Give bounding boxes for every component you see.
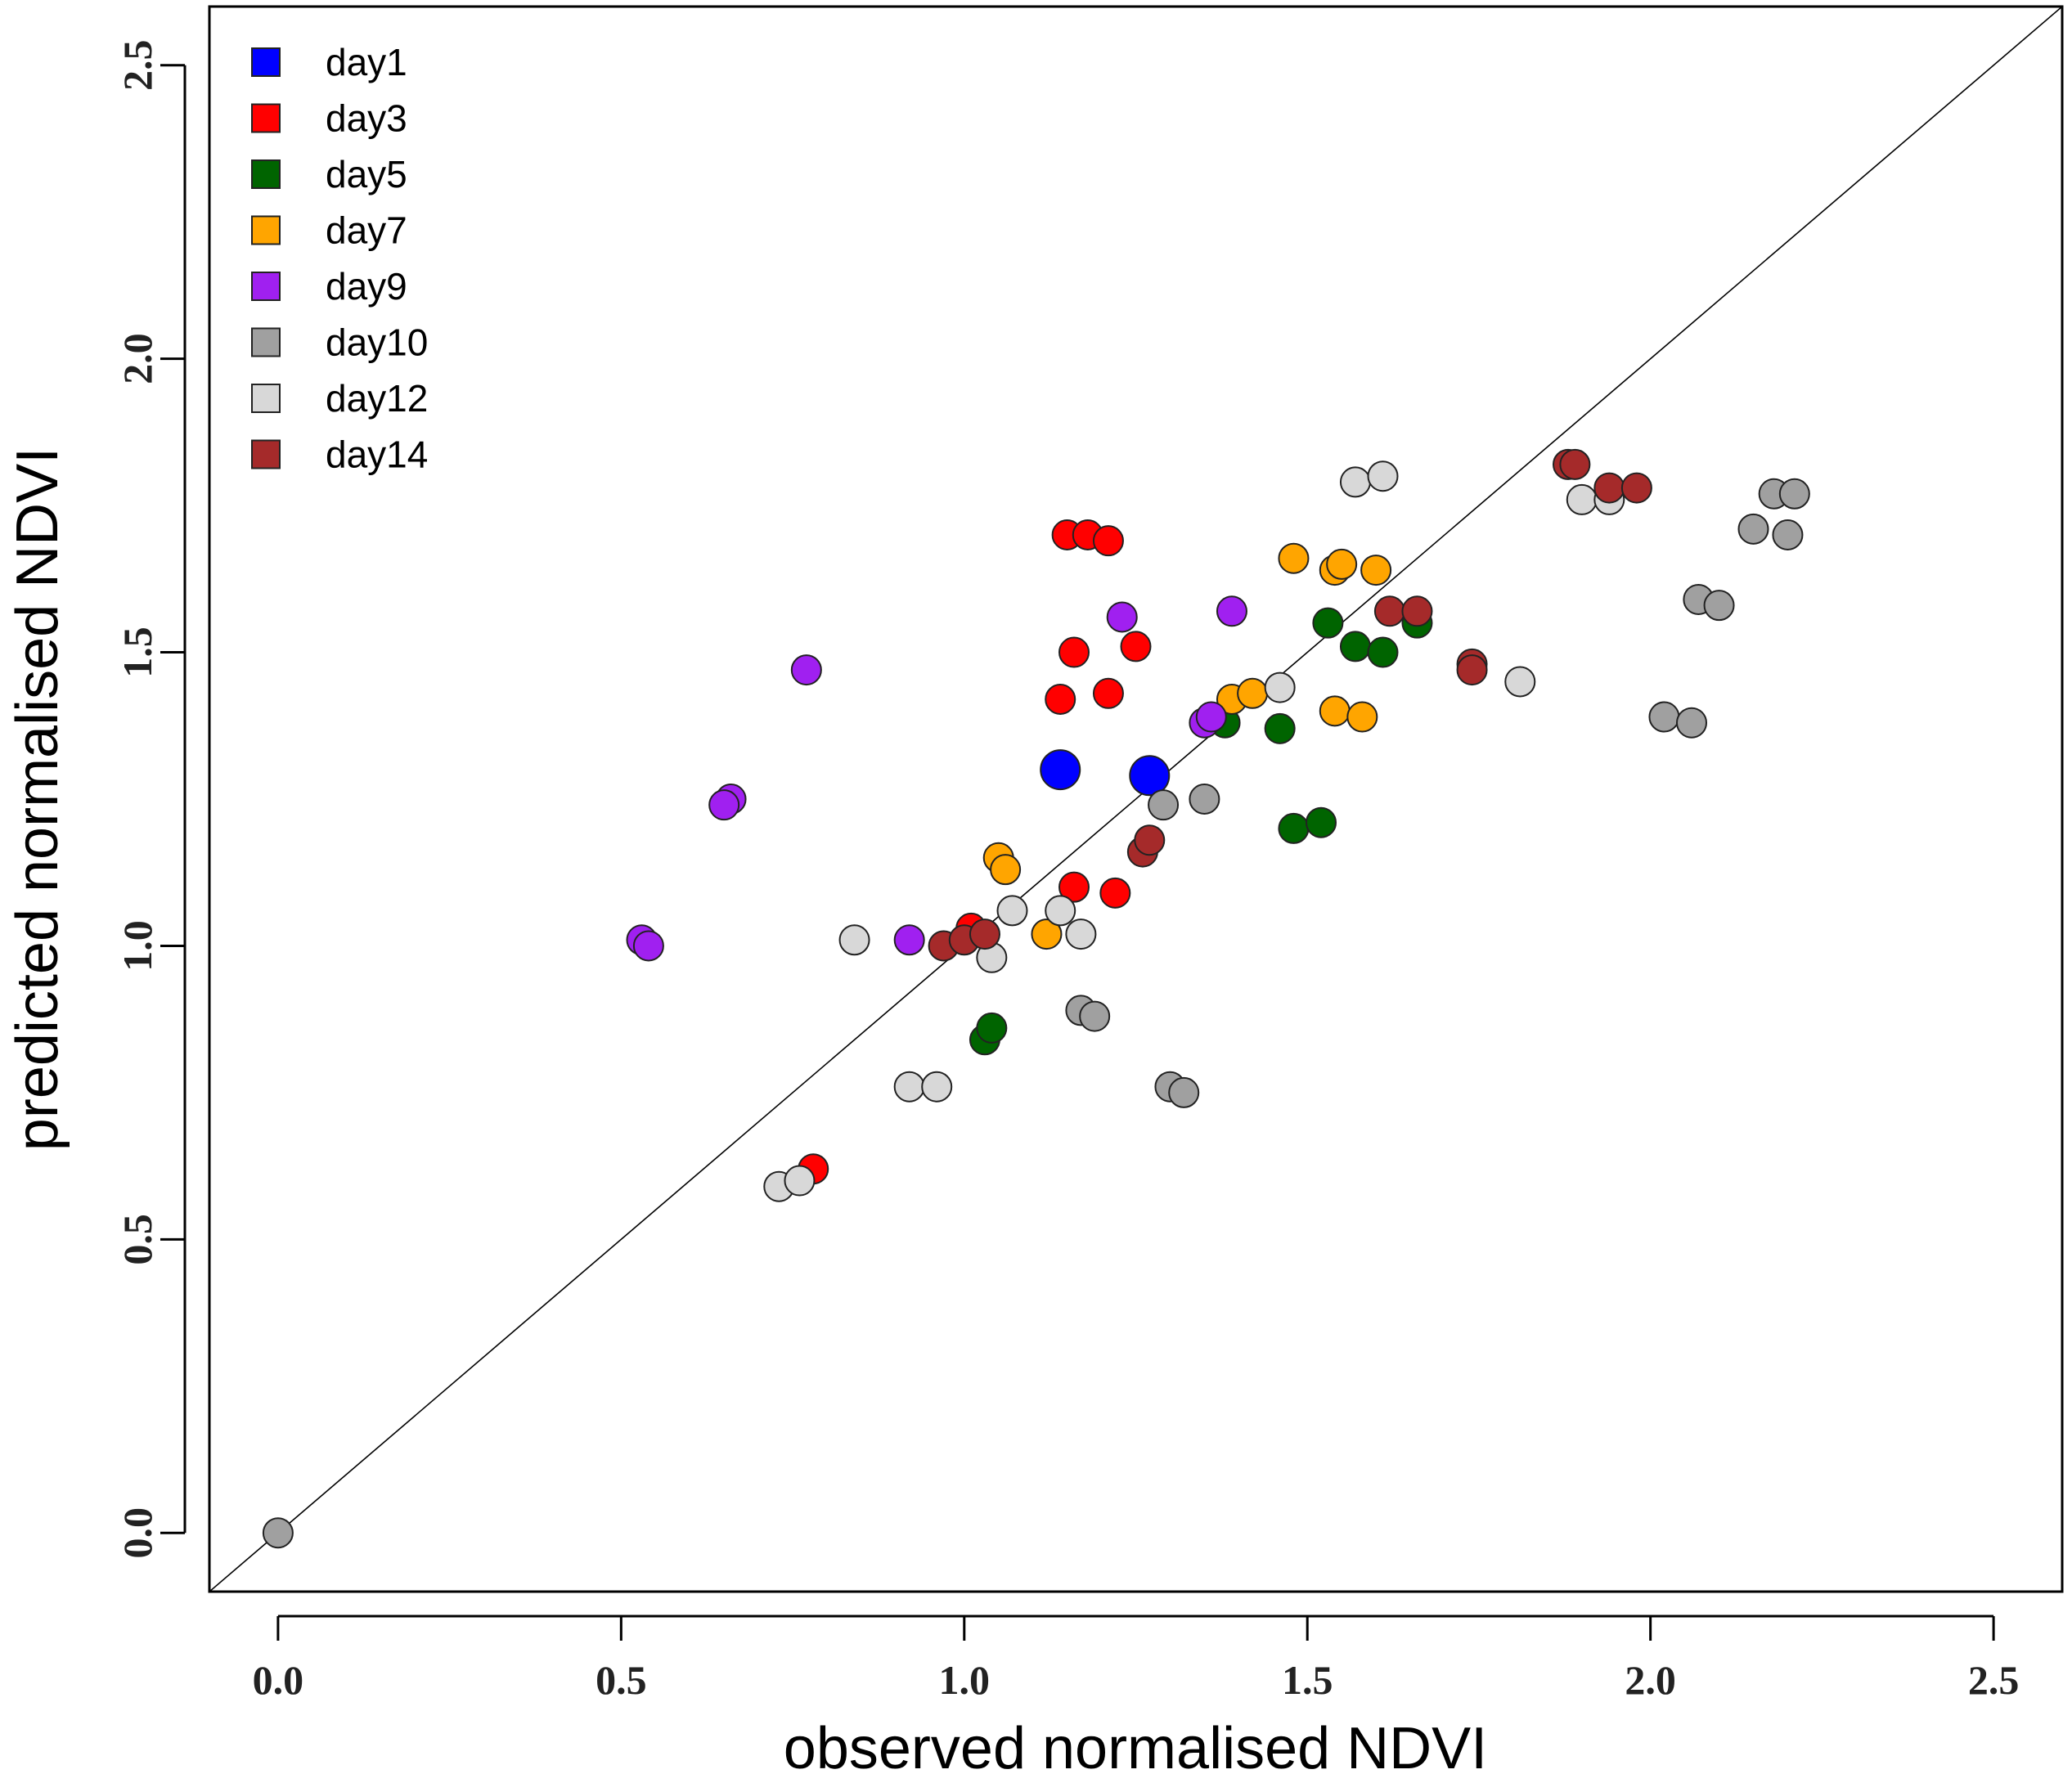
- point-day5: [1264, 712, 1296, 744]
- point-day14: [1373, 595, 1405, 627]
- point-day5: [1312, 607, 1344, 639]
- point-day3: [1092, 525, 1124, 557]
- x-tick-label: 0.0: [253, 1657, 304, 1703]
- point-day1: [1129, 755, 1171, 797]
- legend: day1 day3 day5 day7 day9 day10 day12 day14: [251, 41, 428, 476]
- legend-swatch-day1: [251, 47, 281, 77]
- point-day7: [1360, 555, 1392, 586]
- point-day9: [893, 924, 925, 956]
- point-day10: [1168, 1076, 1200, 1108]
- point-day7: [1031, 918, 1063, 950]
- point-day14: [1401, 595, 1433, 627]
- point-day14: [1559, 448, 1591, 480]
- legend-label-day3: day3: [326, 97, 407, 140]
- point-day7: [1326, 548, 1358, 580]
- point-day5: [1278, 812, 1310, 844]
- legend-swatch-day12: [251, 384, 281, 413]
- point-day1: [1040, 749, 1081, 791]
- point-day14: [1620, 472, 1652, 504]
- legend-swatch-day10: [251, 327, 281, 357]
- legend-swatch-day5: [251, 159, 281, 189]
- point-day3: [1120, 631, 1152, 662]
- point-day7: [990, 854, 1022, 886]
- point-day7: [1278, 542, 1310, 574]
- point-day10: [1737, 513, 1769, 545]
- point-day3: [1092, 677, 1124, 709]
- x-tick-label: 0.5: [596, 1657, 647, 1703]
- point-day10: [1703, 590, 1735, 622]
- legend-label-day7: day7: [326, 209, 407, 252]
- point-day12: [1339, 466, 1371, 498]
- point-day12: [1045, 895, 1076, 927]
- point-day12: [1566, 483, 1598, 515]
- x-tick-label: 1.0: [939, 1657, 991, 1703]
- point-day12: [893, 1071, 925, 1103]
- legend-label-day1: day1: [326, 41, 407, 83]
- point-day12: [1264, 671, 1296, 703]
- point-day3: [1045, 683, 1076, 715]
- legend-swatch-day9: [251, 272, 281, 301]
- y-tick-label: 1.0: [115, 920, 160, 972]
- point-day5: [1306, 806, 1337, 838]
- legend-swatch-day14: [251, 439, 281, 469]
- y-tick-label: 0.0: [115, 1507, 160, 1559]
- point-day14: [969, 918, 1000, 950]
- y-tick-label: 2.0: [115, 333, 160, 384]
- point-day10: [1648, 701, 1680, 733]
- legend-label-day10: day10: [326, 321, 428, 364]
- y-tick-label: 2.5: [115, 40, 160, 92]
- point-day12: [838, 924, 870, 956]
- x-tick-label: 1.5: [1282, 1657, 1333, 1703]
- x-tick-label: 2.5: [1968, 1657, 2020, 1703]
- point-day12: [1065, 918, 1097, 950]
- point-day14: [1593, 472, 1625, 504]
- point-day5: [1367, 636, 1399, 668]
- legend-label-day14: day14: [326, 433, 428, 476]
- point-day3: [1058, 871, 1090, 903]
- point-day10: [1778, 478, 1810, 510]
- point-day9: [632, 930, 664, 962]
- point-day12: [1504, 666, 1536, 698]
- point-day12: [1367, 460, 1399, 492]
- point-day7: [1319, 695, 1351, 727]
- point-day10: [1079, 1000, 1111, 1032]
- point-day10: [1772, 519, 1804, 550]
- point-day3: [1099, 877, 1131, 909]
- point-day12: [996, 895, 1028, 927]
- legend-label-day9: day9: [326, 265, 407, 308]
- point-day12: [921, 1071, 953, 1103]
- point-day5: [1339, 631, 1371, 662]
- point-day5: [976, 1012, 1008, 1044]
- plot-frame: [208, 5, 2064, 1593]
- legend-label-day12: day12: [326, 377, 428, 420]
- point-day3: [1058, 636, 1090, 668]
- x-tick-label: 2.0: [1625, 1657, 1676, 1703]
- point-day9: [1195, 701, 1227, 733]
- legend-label-day5: day5: [326, 153, 407, 195]
- point-day12: [784, 1165, 816, 1197]
- point-day7: [1237, 677, 1269, 709]
- point-day14: [1456, 654, 1488, 686]
- x-axis-title: observed normalised NDVI: [784, 1716, 1487, 1781]
- point-day10: [262, 1517, 294, 1549]
- point-day9: [708, 789, 740, 821]
- reference-line-1to1: [209, 7, 2062, 1592]
- point-day10: [1676, 707, 1707, 739]
- point-day7: [1346, 701, 1378, 733]
- point-day9: [1106, 601, 1138, 633]
- y-tick-label: 0.5: [115, 1214, 160, 1265]
- point-day10: [1189, 784, 1220, 815]
- point-day10: [1148, 789, 1180, 821]
- point-day9: [790, 654, 822, 686]
- point-day9: [1216, 595, 1247, 627]
- legend-swatch-day3: [251, 103, 281, 133]
- legend-swatch-day7: [251, 215, 281, 245]
- y-tick-label: 1.5: [115, 627, 160, 678]
- point-day14: [1134, 824, 1166, 856]
- y-axis-title: predicted normalised NDVI: [5, 447, 70, 1151]
